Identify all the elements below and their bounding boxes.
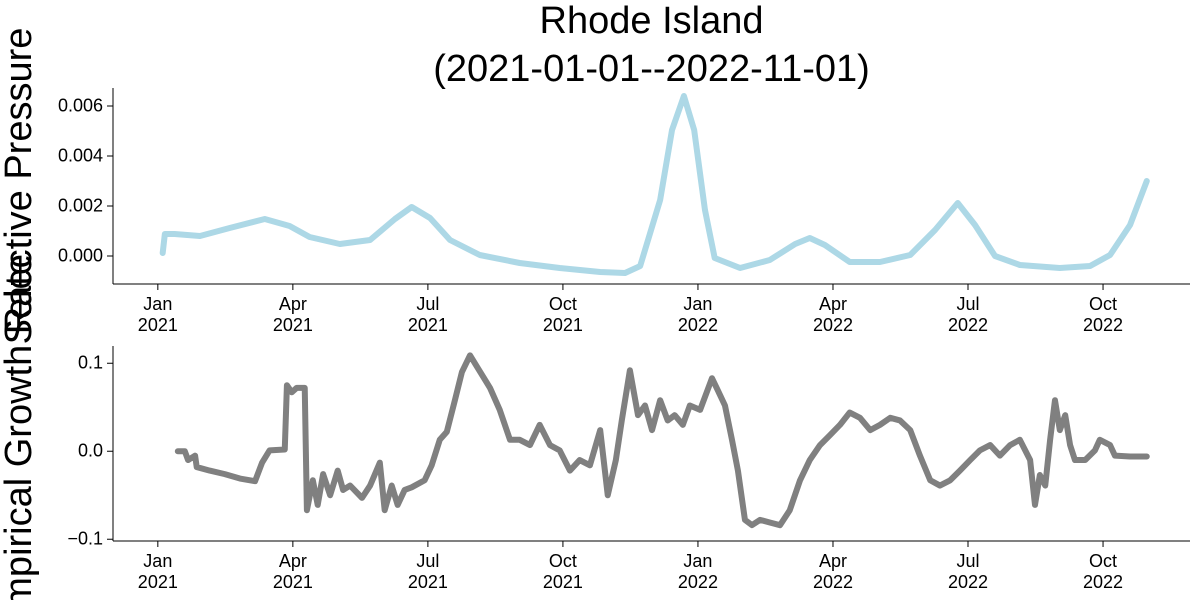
x-tick-label: Jan 2021: [137, 294, 178, 335]
x-tick-label: Jul 2022: [947, 294, 989, 335]
data-line: [159, 93, 1150, 276]
y-tick-label: 0.006: [57, 95, 103, 116]
y-tick-label: 0.002: [57, 195, 103, 216]
y-tick-label: 0.004: [57, 145, 103, 166]
y-tick-label: 0.000: [57, 245, 103, 266]
x-tick-label: Apr 2022: [812, 551, 853, 592]
y-axis-label: Empirical Growth Rate: [0, 253, 41, 600]
x-tick-label: Jan 2022: [677, 294, 718, 335]
x-tick-label: Apr 2021: [272, 551, 313, 592]
x-tick-label: Apr 2022: [812, 294, 853, 335]
data-line: [174, 352, 1150, 529]
x-tick-label: Oct 2022: [1083, 551, 1124, 592]
y-tick-label: −0.1: [67, 528, 103, 549]
x-tick-label: Oct 2022: [1083, 294, 1124, 335]
x-tick-label: Jan 2021: [137, 551, 178, 592]
x-tick-label: Jul 2021: [407, 551, 448, 592]
x-tick-label: Apr 2021: [272, 294, 313, 335]
chart-title: Rhode Island (2021-01-01--2022-11-01): [433, 0, 870, 90]
x-tick-label: Jul 2022: [947, 551, 989, 592]
y-tick-label: 0.1: [77, 352, 103, 373]
x-tick-label: Jan 2022: [677, 551, 718, 592]
y-tick-label: 0.0: [77, 440, 103, 461]
x-tick-label: Oct 2021: [542, 551, 583, 592]
x-tick-label: Oct 2021: [542, 294, 583, 335]
x-tick-label: Jul 2021: [407, 294, 448, 335]
